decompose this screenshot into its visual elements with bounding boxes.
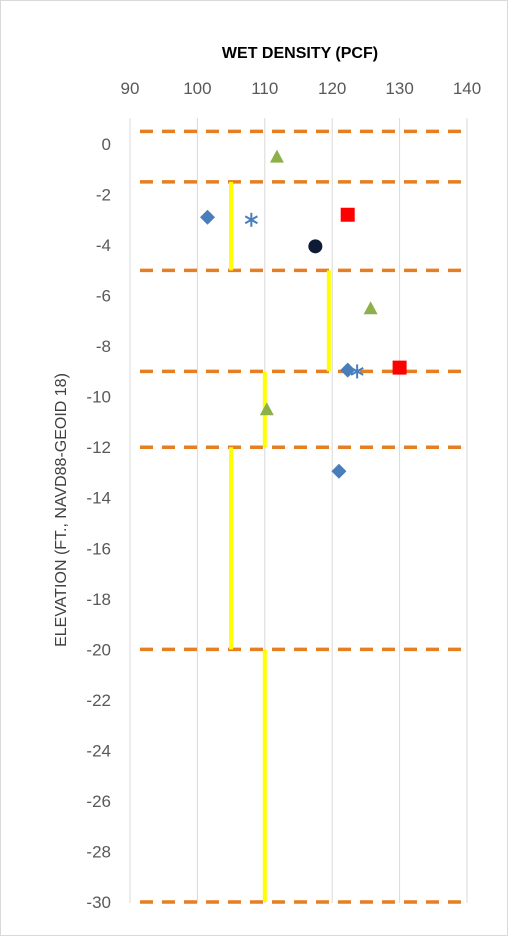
gridlines [129,118,468,903]
x-tick-label: 120 [318,79,346,98]
y-tick-label: -22 [86,691,111,710]
x-tick-label: 90 [121,79,140,98]
y-tick-label: -8 [96,337,111,356]
y-tick-label: -16 [86,539,111,558]
y-axis-title: ELEVATION (FT., NAVD88-GEOID 18) [53,373,70,647]
y-tick-label: -26 [86,792,111,811]
circle-marker [308,239,323,254]
y-tick-label: -4 [96,236,111,255]
data-markers [200,149,407,479]
y-tick-labels: 0 -2 -4 -6 -8 -10 -12 -14 -16 -18 -20 -22 -24 -26 -28 -… [86,135,111,912]
triangle-marker [269,149,284,163]
y-tick-label: -24 [86,741,111,760]
y-tick-label: -2 [96,186,111,205]
y-tick-label: 0 [102,135,111,154]
x-tick-label: 130 [385,79,413,98]
layer-boundary-lines [140,129,467,904]
y-tick-label: -28 [86,842,111,861]
y-tick-label: -10 [86,388,111,407]
square-marker [392,360,407,375]
x-tick-label: 110 [251,79,278,98]
y-tick-label: -20 [86,640,111,659]
triangle-marker [363,301,378,315]
diamond-marker [200,209,216,225]
y-tick-label: -14 [86,489,111,508]
square-marker [340,207,355,222]
y-tick-label: -12 [86,438,111,457]
asterisk-marker [244,212,258,227]
y-tick-label: -30 [86,893,111,912]
asterisk-marker [350,364,364,379]
triangle-marker [259,402,274,416]
y-tick-label: -18 [86,590,111,609]
x-tick-label: 140 [453,79,481,98]
x-axis-title: WET DENSITY (PCF) [222,45,378,62]
x-tick-labels: 90 100 110 120 130 140 [121,79,482,98]
x-tick-label: 100 [183,79,211,98]
diamond-marker [331,463,347,479]
y-tick-label: -6 [96,287,111,306]
average-density-segments [229,181,331,902]
